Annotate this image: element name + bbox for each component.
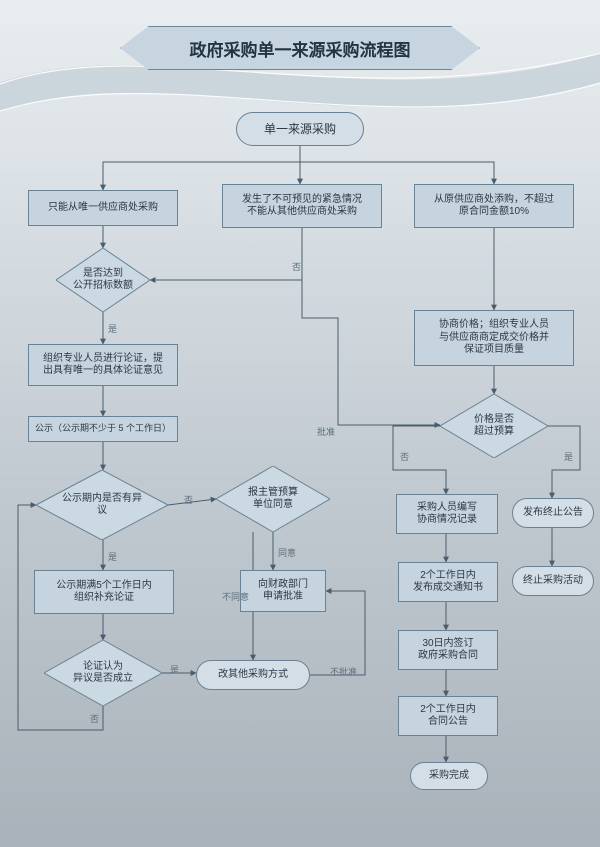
- node-other: 改其他采购方式: [196, 660, 310, 690]
- edge-label-13: 同意: [278, 546, 296, 559]
- node-d_unit: 报主管预算单位同意: [216, 466, 330, 532]
- node-d_obj: 公示期内是否有异议: [36, 470, 168, 540]
- node-contract: 30日内签订政府采购合同: [398, 630, 498, 670]
- edge-label-25: 否: [90, 712, 99, 725]
- node-c3: 从原供应商处添购，不超过原合同金额10%: [414, 184, 574, 228]
- edge-label-4: 否: [292, 260, 301, 273]
- edge-label-5: 是: [108, 322, 117, 335]
- edge-label-15: 批准: [317, 425, 335, 438]
- node-done: 采购完成: [410, 762, 488, 790]
- edge-label-18: 否: [400, 450, 409, 463]
- edge-label-9: 是: [108, 550, 117, 563]
- node-pub: 公示（公示期不少于 5 个工作日）: [28, 416, 178, 442]
- node-d_budget: 价格是否超过预算: [440, 394, 548, 458]
- node-cpub: 2个工作日内合同公告: [398, 696, 498, 736]
- flowchart-title: 政府采购单一来源采购流程图: [120, 26, 480, 70]
- node-d_valid: 论证认为异议是否成立: [44, 640, 162, 706]
- node-apply: 向财政部门申请批准: [240, 570, 326, 612]
- edge-label-19: 是: [564, 450, 573, 463]
- edge-label-12: 不批准: [330, 665, 357, 678]
- node-d_bid: 是否达到公开招标数额: [56, 248, 150, 312]
- node-start: 单一来源采购: [236, 112, 364, 146]
- node-termact: 终止采购活动: [512, 566, 594, 596]
- edge-label-8: 否: [184, 493, 193, 506]
- node-c1: 只能从唯一供应商处采购: [28, 190, 178, 226]
- node-notice: 2个工作日内发布成交通知书: [398, 562, 498, 602]
- edge-label-14: 不同意: [222, 590, 249, 603]
- node-sup: 公示期满5个工作日内组织补充论证: [34, 570, 174, 614]
- edge-2: [300, 146, 494, 184]
- node-c2: 发生了不可预见的紧急情况不能从其他供应商处采购: [222, 184, 382, 228]
- node-record: 采购人员编写协商情况记录: [396, 494, 498, 534]
- edge-4: [150, 228, 302, 280]
- node-org: 组织专业人员进行论证，提出具有唯一的具体论证意见: [28, 344, 178, 386]
- edge-label-11: 是: [170, 663, 179, 676]
- node-negotiate: 协商价格；组织专业人员与供应商商定成交价格并保证项目质量: [414, 310, 574, 366]
- node-termpub: 发布终止公告: [512, 498, 594, 528]
